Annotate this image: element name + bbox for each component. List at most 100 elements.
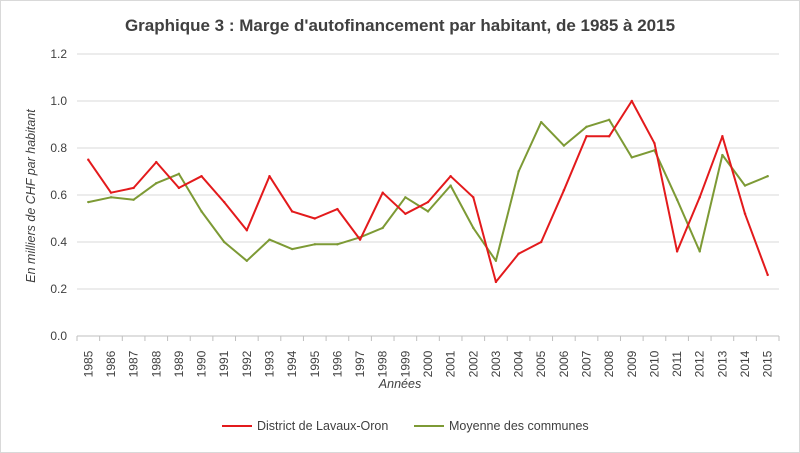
y-tick-label: 0.2 [50, 282, 67, 296]
x-tick-label: 1993 [262, 350, 276, 377]
data-point [585, 135, 588, 138]
legend-label: District de Lavaux-Oron [257, 419, 388, 433]
data-point [517, 170, 520, 173]
chart-title: Graphique 3 : Marge d'autofinancement pa… [125, 16, 675, 35]
x-tick-label: 2003 [489, 350, 503, 377]
x-tick-label: 2000 [421, 350, 435, 377]
x-tick-label: 2008 [602, 350, 616, 377]
y-tick-label: 1.0 [50, 94, 67, 108]
data-point [585, 125, 588, 129]
data-point [268, 238, 271, 241]
x-tick-label: 2005 [534, 350, 548, 377]
x-tick-label: 1987 [127, 350, 141, 377]
data-point [449, 184, 452, 187]
data-point [109, 191, 113, 194]
data-point [381, 226, 384, 230]
x-tick-label: 2013 [715, 350, 729, 377]
x-tick-label: 1995 [308, 350, 322, 377]
data-point [313, 243, 316, 246]
data-point [472, 196, 475, 199]
data-point [155, 160, 158, 164]
data-point [766, 273, 769, 277]
series-line-1 [87, 118, 769, 262]
data-point [109, 196, 113, 199]
x-tick-label: 1999 [398, 350, 412, 377]
data-point [177, 186, 181, 190]
data-point [630, 156, 634, 159]
data-point [87, 158, 90, 161]
data-point [630, 99, 634, 103]
data-point [222, 240, 226, 244]
data-point [472, 226, 475, 230]
x-tick-label: 2006 [557, 350, 571, 377]
y-tick-label: 0.0 [50, 329, 67, 343]
data-point [132, 186, 135, 190]
data-point [562, 189, 566, 192]
x-tick-label: 2010 [647, 350, 661, 377]
data-point [494, 280, 498, 284]
data-point [87, 200, 90, 204]
y-axis-label: En milliers de CHF par habitant [24, 109, 38, 283]
data-point [290, 210, 294, 213]
x-axis: 1985 1986 1987 1988 1989 1990 1991 1992 1993 1994… [76, 335, 780, 377]
x-tick-label: 2001 [444, 350, 458, 377]
data-point [449, 175, 452, 178]
data-point [358, 238, 362, 241]
data-point [336, 243, 339, 246]
x-tick-label: 2014 [738, 350, 752, 377]
y-axis-ticks: 0.0 0.2 0.4 0.6 0.8 1.0 1.2 [50, 47, 67, 343]
data-point [200, 210, 203, 213]
data-point [698, 250, 701, 253]
data-point [426, 210, 430, 213]
data-point [721, 153, 724, 157]
data-point [404, 212, 407, 215]
data-point [562, 144, 566, 147]
y-tick-label: 0.4 [50, 235, 67, 249]
x-tick-label: 1992 [240, 350, 254, 377]
data-point [268, 175, 271, 178]
x-tick-label: 1997 [353, 350, 367, 377]
data-point [675, 198, 679, 201]
x-tick-label: 1986 [104, 350, 118, 377]
data-point [743, 184, 747, 187]
y-tick-label: 0.6 [50, 188, 67, 202]
data-point [200, 175, 203, 178]
y-tick-label: 0.8 [50, 141, 67, 155]
data-point [675, 250, 679, 253]
x-tick-label: 1994 [285, 350, 299, 377]
gridlines [77, 53, 779, 337]
x-tick-label: 1990 [195, 350, 209, 377]
data-point [607, 118, 611, 122]
data-point [653, 142, 656, 145]
x-tick-label: 1996 [330, 350, 344, 377]
data-point [381, 191, 384, 194]
y-tick-label: 1.2 [50, 47, 67, 61]
data-point [336, 207, 339, 211]
x-tick-label: 1991 [217, 350, 231, 377]
data-point [155, 182, 158, 185]
x-tick-label: 1998 [376, 350, 390, 377]
data-point [222, 200, 226, 204]
x-tick-label: 2004 [512, 350, 526, 377]
data-point [540, 240, 543, 244]
x-tick-label: 2007 [580, 350, 594, 377]
x-axis-label: Années [378, 377, 421, 391]
data-point [540, 120, 543, 124]
data-series [87, 99, 769, 284]
data-point [404, 196, 407, 199]
data-point [517, 252, 520, 255]
x-tick-label: 2002 [466, 350, 480, 377]
data-point [245, 229, 249, 232]
x-tick-label: 1985 [81, 350, 95, 377]
data-point [743, 212, 747, 215]
x-tick-label: 1988 [149, 350, 163, 377]
data-point [766, 175, 769, 178]
data-point [313, 217, 316, 220]
data-point [177, 172, 181, 176]
data-point [494, 259, 498, 262]
legend: District de Lavaux-Oron Moyenne des commu… [222, 419, 589, 433]
data-point [426, 200, 430, 204]
data-point [698, 196, 701, 199]
legend-label: Moyenne des communes [449, 419, 589, 433]
